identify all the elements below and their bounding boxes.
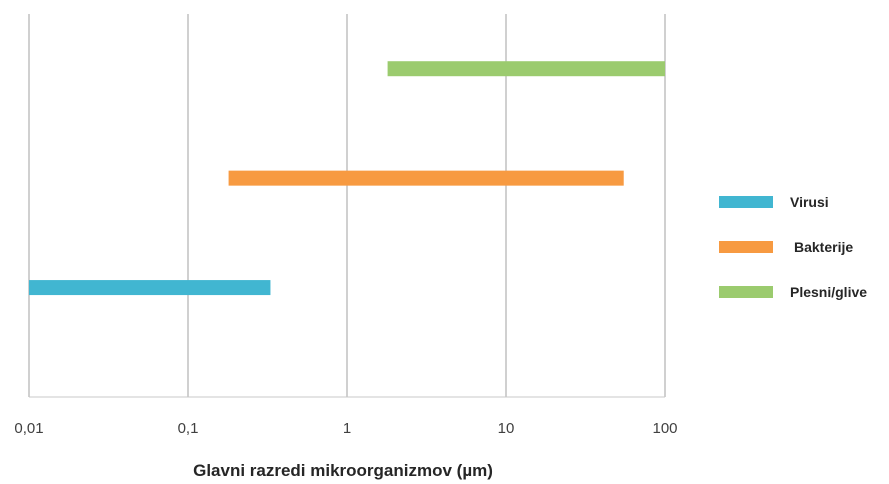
legend: Virusi Bakterije Plesni/glive [719, 194, 867, 300]
legend-swatch-1 [719, 241, 773, 253]
bar-bakterije [228, 170, 624, 186]
legend-swatch-2 [719, 286, 773, 298]
bar-plesni-glive [387, 61, 665, 77]
x-tick-labels: 0,01 0,1 1 10 100 [14, 420, 677, 437]
x-tick-label-4: 100 [652, 420, 677, 437]
grid-lines [28, 14, 666, 397]
legend-label-1: Bakterije [794, 239, 853, 255]
legend-label-2: Plesni/glive [790, 284, 867, 300]
x-tick-label-3: 10 [498, 420, 515, 437]
bar-virusi [29, 280, 271, 296]
x-tick-label-0: 0,01 [14, 420, 43, 437]
legend-label-0: Virusi [790, 194, 829, 210]
bars [29, 61, 665, 296]
legend-swatch-0 [719, 196, 773, 208]
x-tick-label-1: 0,1 [178, 420, 199, 437]
x-tick-label-2: 1 [343, 420, 351, 437]
x-axis-title: Glavni razredi mikroorganizmov (µm) [193, 461, 493, 480]
